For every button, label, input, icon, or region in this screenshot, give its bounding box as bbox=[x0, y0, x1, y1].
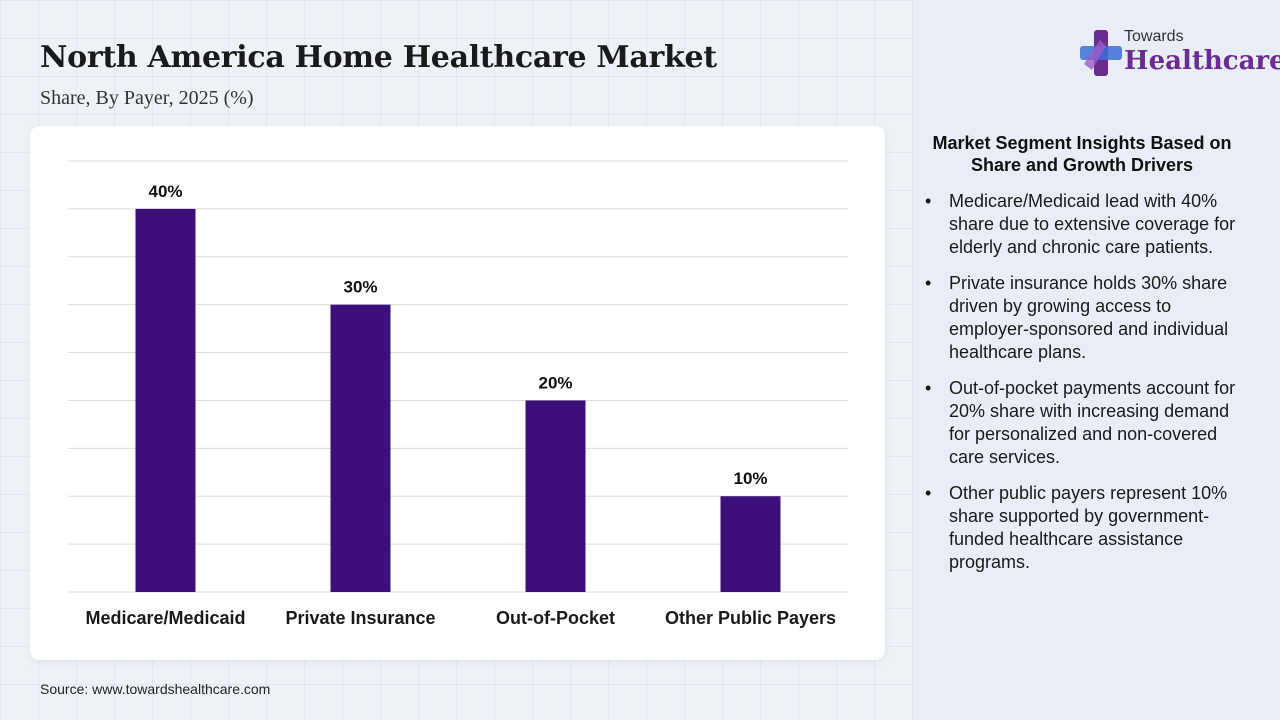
data-label: 30% bbox=[343, 278, 377, 297]
bar-chart: 40% Medicare/Medicaid 30% Private Insurance… bbox=[68, 160, 848, 628]
insight-item: Private insurance holds 30% share driven… bbox=[925, 272, 1245, 364]
bar bbox=[330, 304, 391, 592]
insight-item: Out-of-pocket payments account for 20% s… bbox=[925, 377, 1245, 469]
subtitle: Share, By Payer, 2025 (%) bbox=[40, 87, 254, 109]
bar bbox=[135, 208, 196, 592]
bar bbox=[525, 400, 586, 592]
insights-title: Market Segment Insights Based on Share a… bbox=[932, 133, 1232, 175]
data-label: 20% bbox=[538, 373, 572, 392]
data-label: 10% bbox=[733, 469, 767, 488]
x-tick-label: Private Insurance bbox=[285, 608, 435, 628]
chart-card: 40% Medicare/Medicaid 30% Private Insurance… bbox=[30, 126, 885, 660]
plus-cross-icon bbox=[1080, 30, 1122, 76]
x-tick-label: Medicare/Medicaid bbox=[85, 608, 245, 628]
insight-item: Medicare/Medicaid lead with 40% share du… bbox=[925, 190, 1245, 259]
logo-top-text: Towards bbox=[1124, 28, 1184, 45]
logo-brand-text: Healthcare bbox=[1124, 46, 1280, 76]
x-tick-label: Other Public Payers bbox=[665, 608, 836, 628]
source-note: Source: www.towardshealthcare.com bbox=[40, 681, 271, 697]
title: North America Home Healthcare Market bbox=[40, 40, 717, 75]
brand-logo: Towards Healthcare bbox=[1080, 28, 1280, 78]
x-tick-label: Out-of-Pocket bbox=[496, 608, 615, 628]
insights-list: Medicare/Medicaid lead with 40% share du… bbox=[925, 190, 1245, 587]
insight-item: Other public payers represent 10% share … bbox=[925, 482, 1245, 574]
bar bbox=[720, 496, 781, 592]
data-label: 40% bbox=[148, 182, 182, 201]
